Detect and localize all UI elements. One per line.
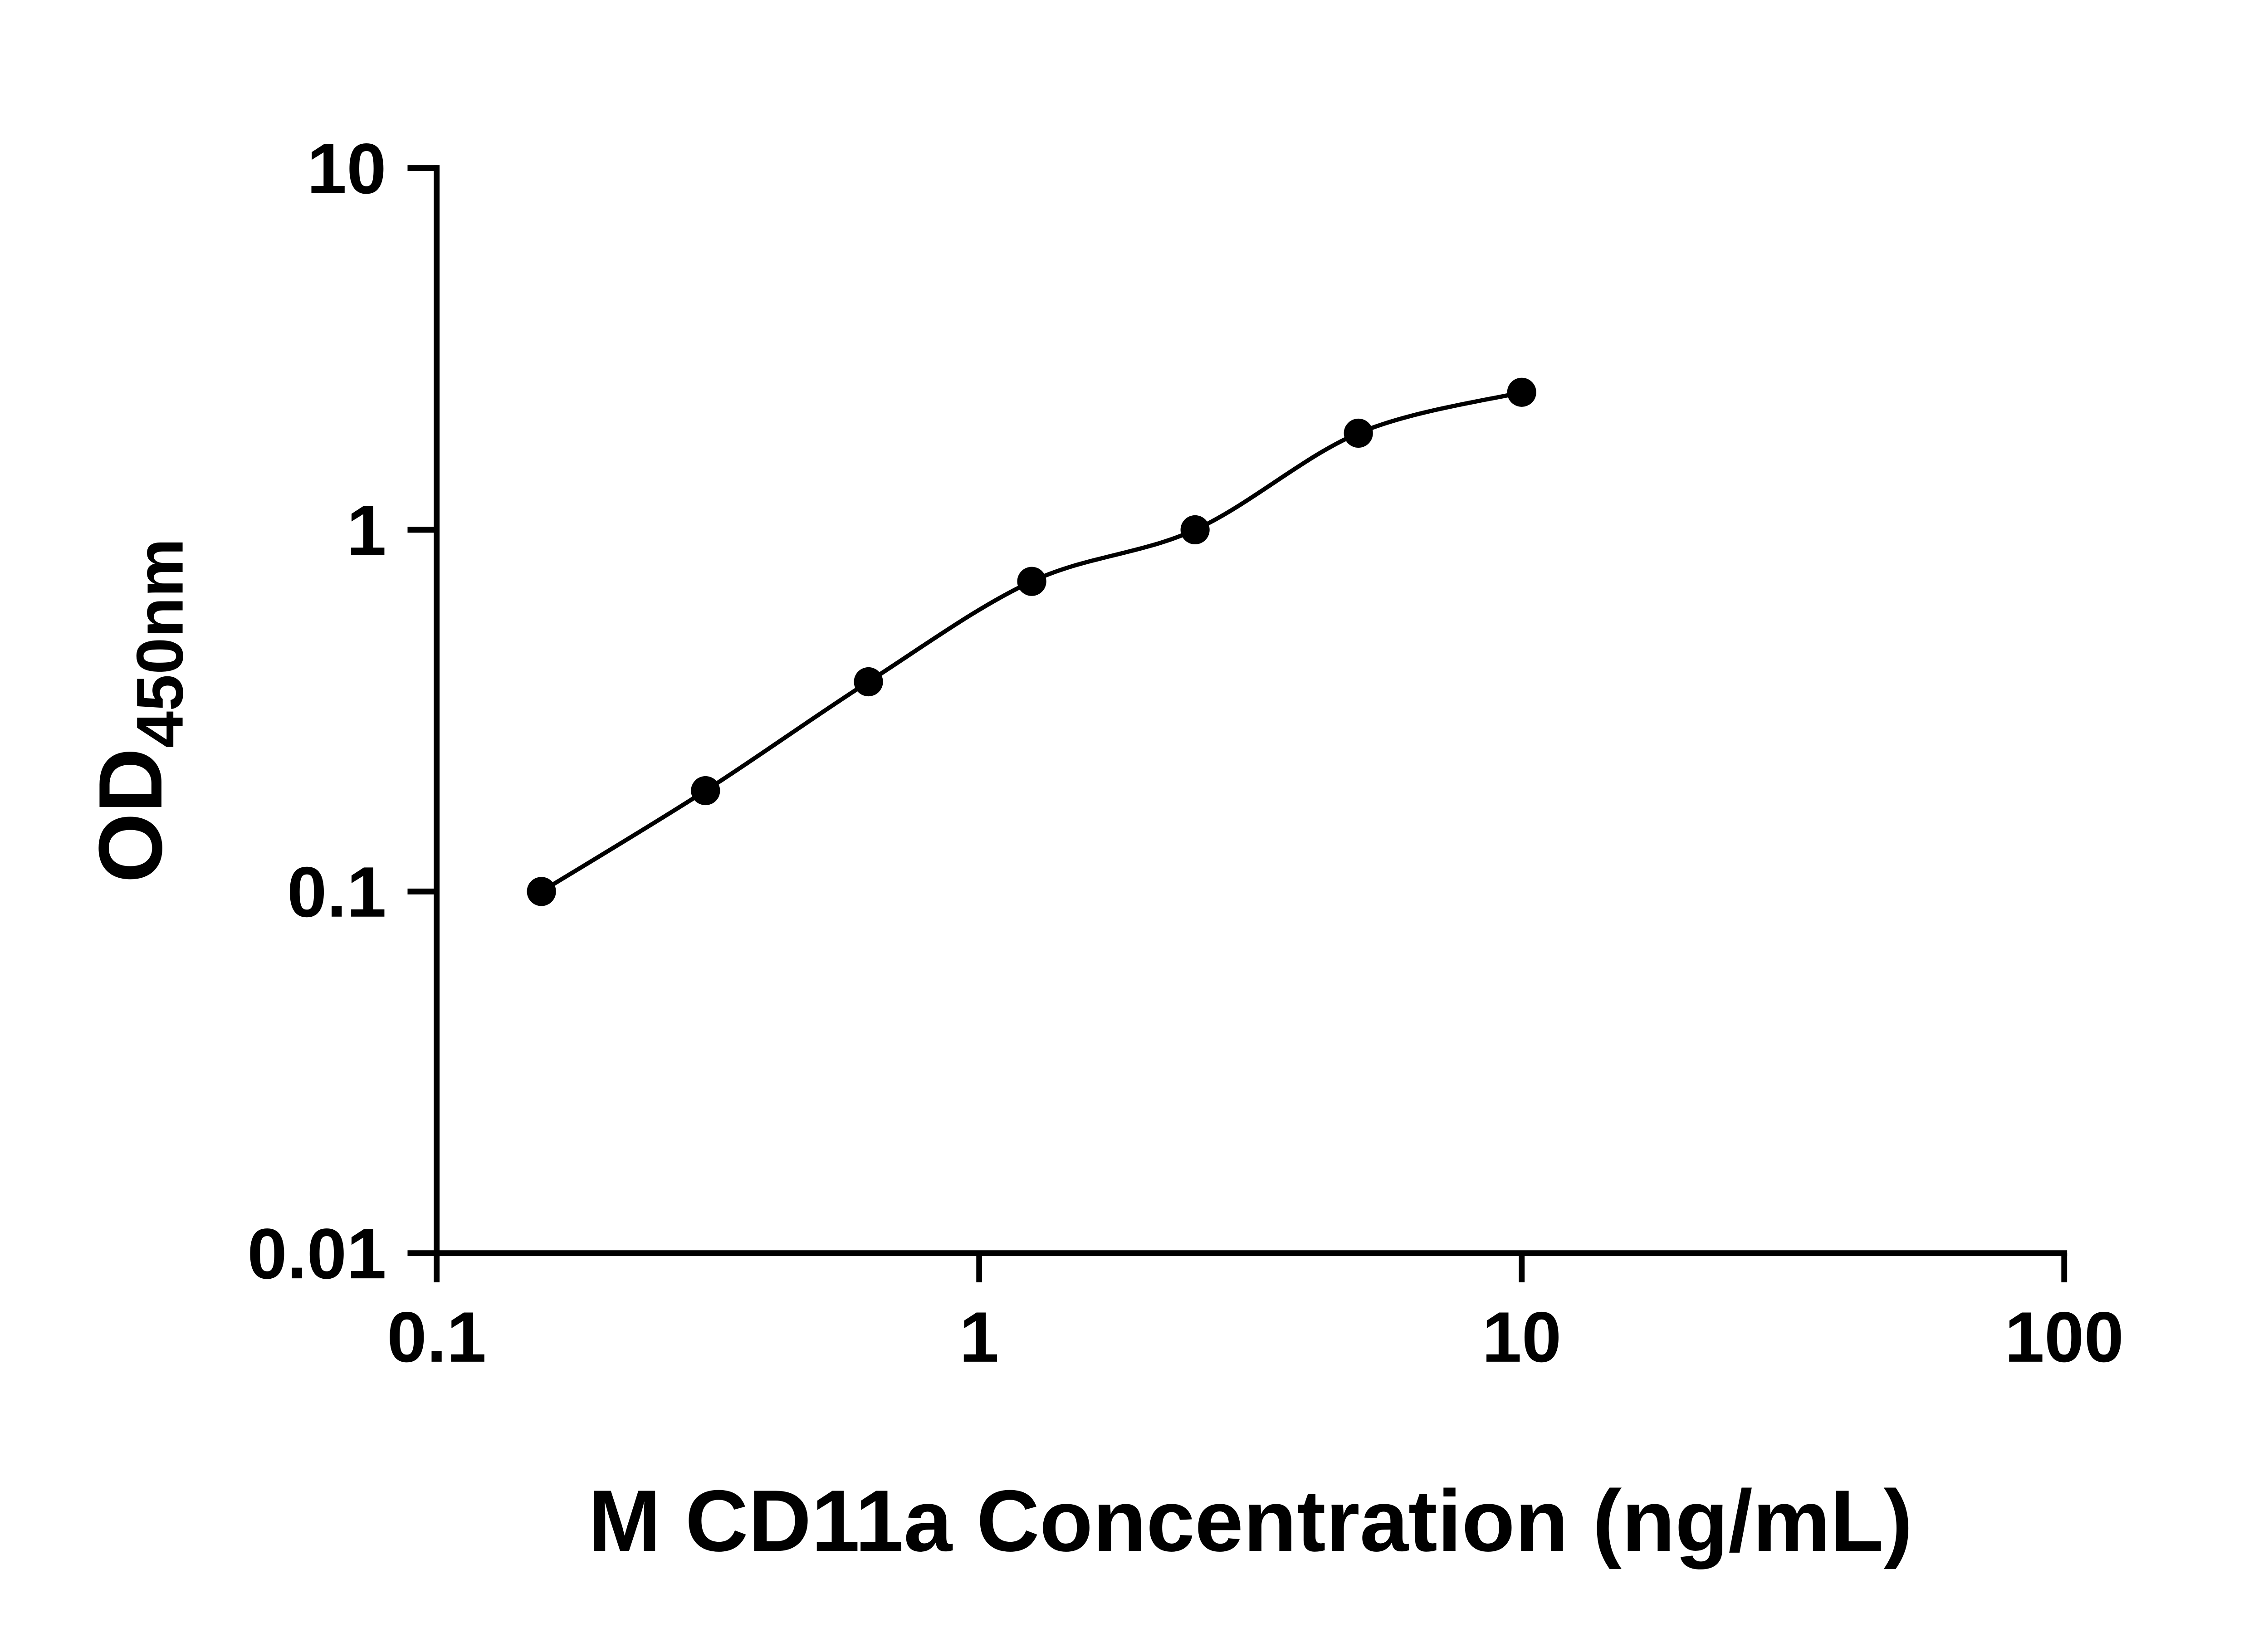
x-axis-tick-label: 0.1 [387, 1297, 486, 1377]
y-axis-title-subscript: 450nm [123, 538, 197, 748]
y-axis-tick-label: 1 [347, 490, 386, 570]
y-axis-tick-label: 10 [307, 129, 386, 209]
data-point-marker [1180, 515, 1210, 545]
data-series [527, 377, 1536, 906]
data-point-marker [1507, 377, 1536, 407]
data-point-marker [1017, 567, 1046, 596]
x-axis-tick-label: 100 [2004, 1297, 2124, 1377]
data-point-marker [527, 877, 556, 906]
data-point-marker [691, 776, 720, 806]
x-axis-tick-label: 10 [1482, 1297, 1561, 1377]
y-axis-title: OD450nm [80, 538, 197, 883]
y-axis-tick-label: 0.1 [287, 852, 386, 932]
x-axis-title: M CD11a Concentration (ng/mL) [588, 1472, 1913, 1569]
fit-curve [540, 390, 1522, 894]
y-axis-tick-label: 0.01 [247, 1214, 386, 1294]
data-point-marker [854, 667, 883, 697]
x-axis-tick-label: 1 [959, 1297, 999, 1377]
axis-spines [434, 165, 2068, 1257]
y-axis-title-group: OD450nm [80, 538, 197, 883]
data-point-marker [1344, 418, 1373, 448]
y-axis-title-main: OD [80, 748, 181, 883]
